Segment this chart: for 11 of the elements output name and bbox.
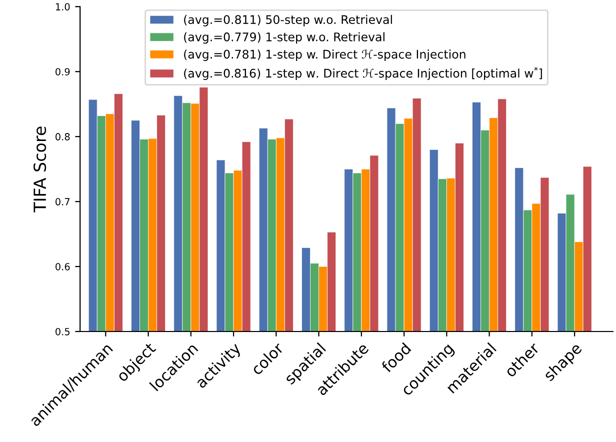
legend-label: (avg.=0.811) 50-step w.o. Retrieval xyxy=(184,14,392,26)
y-tick-label: 1.0 xyxy=(56,3,70,10)
legend-label: (avg.=0.816) 1-step w. Direct ℋ-space Injection [optimal w$^{*}$] xyxy=(184,66,542,80)
y-tick-label: 0.6 xyxy=(56,263,70,270)
legend-label: (avg.=0.781) 1-step w. Direct ℋ-space Injection xyxy=(184,50,466,61)
y-axis-title: TIFA Score xyxy=(34,126,46,212)
y-tick-label: 0.8 xyxy=(56,133,70,140)
legend-label: (avg.=0.779) 1-step w.o. Retrieval xyxy=(184,32,384,44)
y-tick-label: 0.5 xyxy=(56,328,70,336)
y-tick-label: 0.7 xyxy=(56,198,70,206)
y-tick-label: 0.9 xyxy=(56,68,70,76)
